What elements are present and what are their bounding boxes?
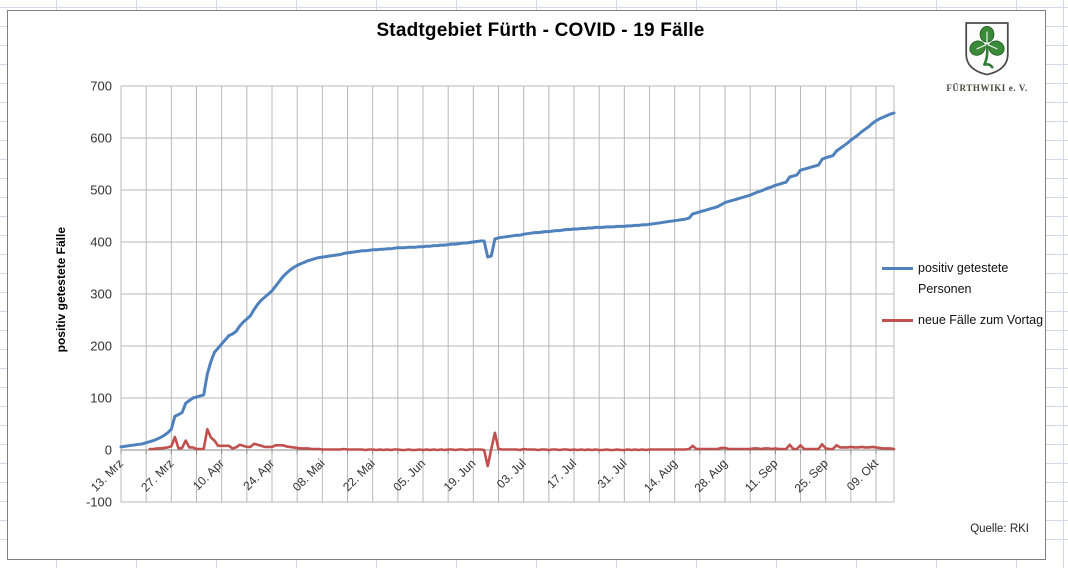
source-note: Quelle: RKI xyxy=(970,523,1029,535)
y-axis-tick-label: 700 xyxy=(90,79,112,94)
x-axis-tick-label: 22. Mai xyxy=(340,456,378,494)
x-axis-tick-label: 19. Jun xyxy=(441,456,479,494)
y-axis-tick-label: 100 xyxy=(90,391,112,406)
legend-line-blue-icon xyxy=(882,267,913,270)
x-axis-tick-label: 28. Aug xyxy=(691,456,730,495)
x-axis-tick-label: 13. Mrz xyxy=(88,456,126,494)
x-axis-tick-label: 05. Jun xyxy=(390,456,428,494)
chart-object[interactable]: 700 600 500 400 300 200 100 0 -100 13. Mrz 27. Mrz… xyxy=(7,10,1046,560)
y-axis-tick-label: 300 xyxy=(90,287,112,302)
x-axis-tick-label: 08. Mai xyxy=(290,456,328,494)
furthwiki-crest-icon xyxy=(965,22,1009,76)
gridlines xyxy=(120,85,895,503)
legend-label: positiv getestete Personen xyxy=(918,261,1009,296)
y-axis-tick-label: 0 xyxy=(105,443,112,458)
x-axis-tick-label: 14. Aug xyxy=(641,456,680,495)
y-axis-tick-label: 400 xyxy=(90,235,112,250)
legend-label: neue Fälle zum Vortag xyxy=(918,313,1044,327)
x-axis-tick-label: 27. Mrz xyxy=(138,456,176,494)
chart-title: Stadtgebiet Fürth - COVID - 19 Fälle xyxy=(376,20,705,41)
legend-item-positive-tested: positiv getestete Personen xyxy=(882,258,1030,300)
y-axis-tick-label: 200 xyxy=(90,339,112,354)
y-axis-tick-label: 500 xyxy=(90,183,112,198)
y-axis-tick-label: -100 xyxy=(86,495,112,510)
y-axis-title: positiv getestete Fälle xyxy=(54,227,68,353)
furthwiki-logo: FÜRTHWIKI e. V. xyxy=(933,21,1041,93)
spreadsheet-gridline xyxy=(1063,0,1064,568)
series-positive-tested-line xyxy=(119,111,896,449)
x-axis-tick-label: 25. Sep xyxy=(792,456,831,495)
y-axis-tick-label: 600 xyxy=(90,131,112,146)
legend-item-new-cases: neue Fälle zum Vortag xyxy=(882,310,1068,331)
legend-line-red-icon xyxy=(882,319,913,322)
logo-org-name: FÜRTHWIKI e. V. xyxy=(946,83,1028,93)
series-new-cases-line xyxy=(148,427,896,468)
